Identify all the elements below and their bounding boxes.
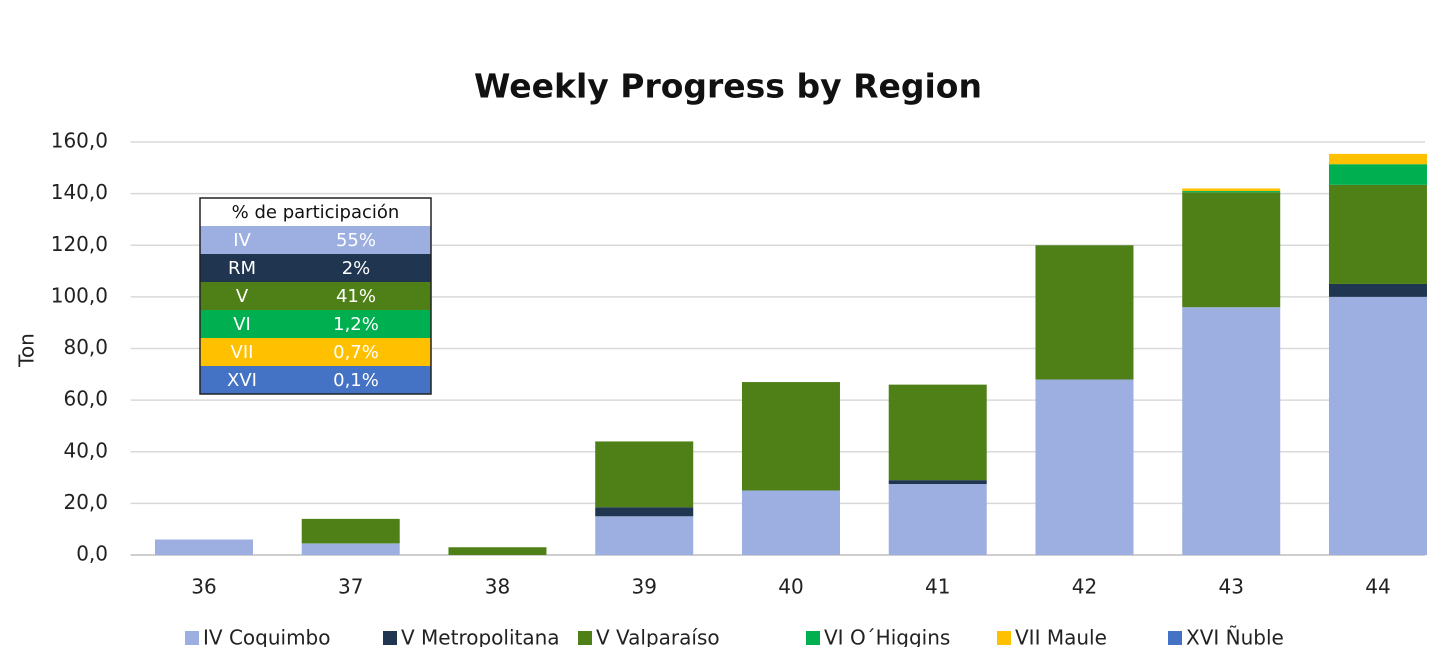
bar-segment xyxy=(1035,245,1134,380)
legend-swatch xyxy=(1168,631,1182,645)
table-border xyxy=(199,197,432,395)
legend-label: XVI Ñuble xyxy=(1186,626,1284,647)
y-tick-label: 40,0 xyxy=(63,438,108,462)
table-header: % de participación xyxy=(232,202,400,223)
chart-title: Weekly Progress by Region xyxy=(474,67,982,106)
bar-segment xyxy=(888,384,987,481)
x-tick-label: 44 xyxy=(1365,575,1390,599)
x-tick-label: 41 xyxy=(925,575,950,599)
bar-segment xyxy=(888,484,987,555)
x-tick-label: 43 xyxy=(1218,575,1243,599)
legend-swatch xyxy=(383,631,397,645)
bar-segment xyxy=(595,507,694,517)
y-tick-label: 60,0 xyxy=(63,387,108,411)
legend-label: IV Coquimbo xyxy=(203,626,330,647)
y-tick-label: 160,0 xyxy=(51,129,108,153)
bar-segment xyxy=(1182,307,1281,555)
legend-swatch xyxy=(806,631,820,645)
y-tick-label: 100,0 xyxy=(51,283,108,307)
bar-segment xyxy=(1182,188,1281,192)
legend-swatch xyxy=(185,631,199,645)
legend-label: V Metropolitana xyxy=(401,626,560,647)
bar-segment xyxy=(448,547,547,555)
table-cell: 2% xyxy=(342,258,371,279)
bar-segment xyxy=(154,539,253,555)
table-cell: V xyxy=(236,286,249,307)
table-row-bg xyxy=(200,254,431,282)
legend-swatch xyxy=(578,631,592,645)
table-cell: XVI xyxy=(227,370,257,391)
x-tick-label: 38 xyxy=(485,575,510,599)
bar-segment xyxy=(741,490,840,555)
table-cell: 0,1% xyxy=(333,370,379,391)
table-cell: IV xyxy=(233,230,251,251)
table-row-bg xyxy=(200,310,431,338)
bar-segment xyxy=(888,480,987,485)
y-tick-label: 120,0 xyxy=(51,232,108,256)
y-axis-label: Ton xyxy=(15,333,39,368)
table-cell: 1,2% xyxy=(333,314,379,335)
legend-swatch xyxy=(997,631,1011,645)
bar-segment xyxy=(1182,192,1281,308)
x-tick-label: 36 xyxy=(191,575,216,599)
bar-segment xyxy=(1328,164,1427,185)
bar-segment xyxy=(1035,379,1134,555)
bar-segment xyxy=(595,516,694,555)
table-header-bg xyxy=(200,198,431,226)
y-tick-label: 0,0 xyxy=(76,542,108,566)
table-cell: 0,7% xyxy=(333,342,379,363)
y-tick-label: 20,0 xyxy=(63,490,108,514)
table-row-bg xyxy=(200,282,431,310)
bar-segment xyxy=(1328,296,1427,555)
bar-segment xyxy=(595,441,694,508)
table-cell: 55% xyxy=(336,230,376,251)
bar-segment xyxy=(1328,153,1427,165)
table-cell: 41% xyxy=(336,286,376,307)
bar-segment xyxy=(1182,191,1281,193)
x-tick-label: 40 xyxy=(778,575,803,599)
y-tick-label: 80,0 xyxy=(63,335,108,359)
table-row-bg xyxy=(200,338,431,366)
bar-segment xyxy=(1328,283,1427,297)
table-cell: RM xyxy=(228,258,256,279)
legend-label: VII Maule xyxy=(1015,626,1107,647)
table-cell: VI xyxy=(233,314,251,335)
x-tick-label: 37 xyxy=(338,575,363,599)
bar-segment xyxy=(741,382,840,491)
bar-segment xyxy=(1328,184,1427,284)
y-tick-label: 140,0 xyxy=(51,180,108,204)
table-row-bg xyxy=(200,226,431,254)
x-tick-label: 42 xyxy=(1072,575,1097,599)
table-row-bg xyxy=(200,366,431,394)
legend-label: V Valparaíso xyxy=(596,626,720,647)
x-tick-label: 39 xyxy=(631,575,656,599)
bar-segment xyxy=(301,518,400,544)
bar-segment xyxy=(301,543,400,555)
table-cell: VII xyxy=(231,342,254,363)
legend-label: VI O´Higgins xyxy=(824,626,950,647)
